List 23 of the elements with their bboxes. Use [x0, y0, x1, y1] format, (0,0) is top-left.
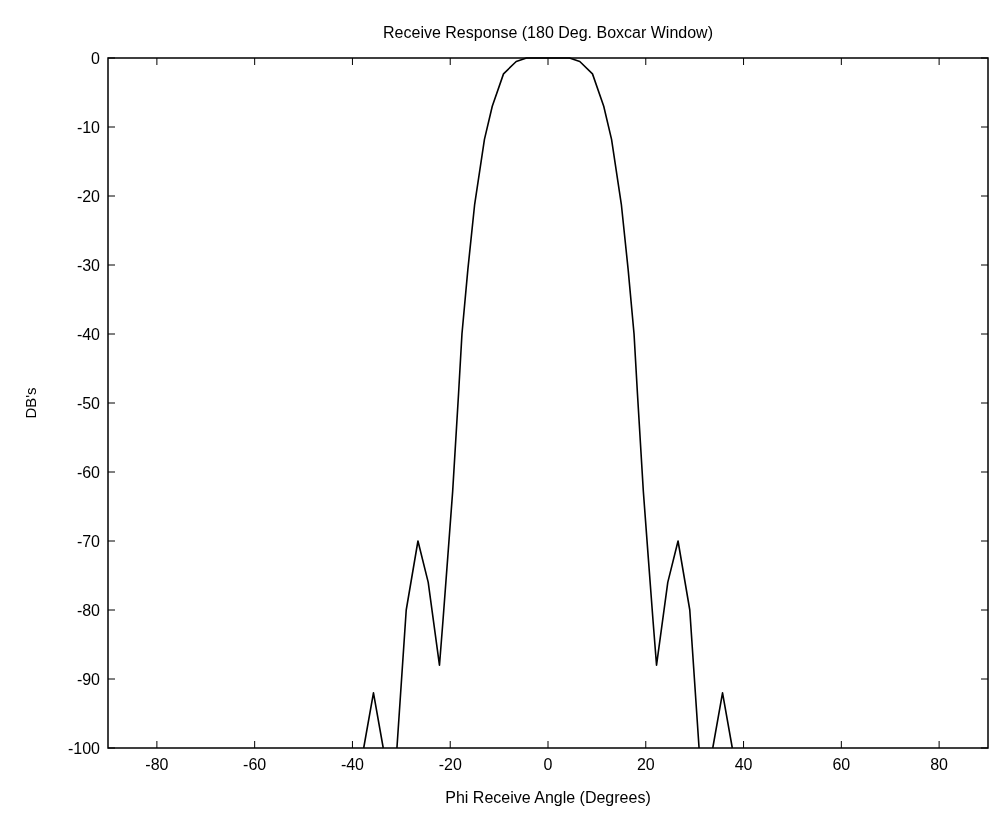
x-tick-label: -40 — [340, 756, 365, 773]
y-tick-label: -20 — [76, 188, 101, 205]
x-tick-label: -20 — [438, 756, 462, 773]
y-axis-title: DB's — [22, 387, 39, 419]
x-tick-label: 20 — [636, 756, 655, 773]
chart-title: Receive Response (180 Deg. Boxcar Window) — [383, 24, 713, 41]
x-tick-label: 80 — [930, 756, 949, 773]
y-tick-label: -90 — [76, 671, 101, 688]
y-tick-label: -80 — [76, 602, 101, 619]
x-tick-label: -60 — [243, 756, 267, 773]
x-tick-label: -80 — [145, 756, 169, 773]
y-tick-label: 0 — [91, 50, 101, 67]
y-tick-label: -70 — [76, 533, 101, 550]
y-tick-label: -30 — [76, 257, 101, 274]
y-tick-label: -40 — [76, 326, 101, 343]
y-tick-label: -100 — [67, 740, 101, 757]
x-tick-label: 60 — [832, 756, 851, 773]
x-tick-label: 0 — [543, 756, 553, 773]
y-tick-label: -60 — [76, 464, 101, 481]
y-tick-label: -50 — [76, 395, 101, 412]
x-tick-label: 40 — [734, 756, 753, 773]
y-tick-label: -10 — [76, 119, 101, 136]
x-axis-title: Phi Receive Angle (Degrees) — [445, 789, 651, 806]
